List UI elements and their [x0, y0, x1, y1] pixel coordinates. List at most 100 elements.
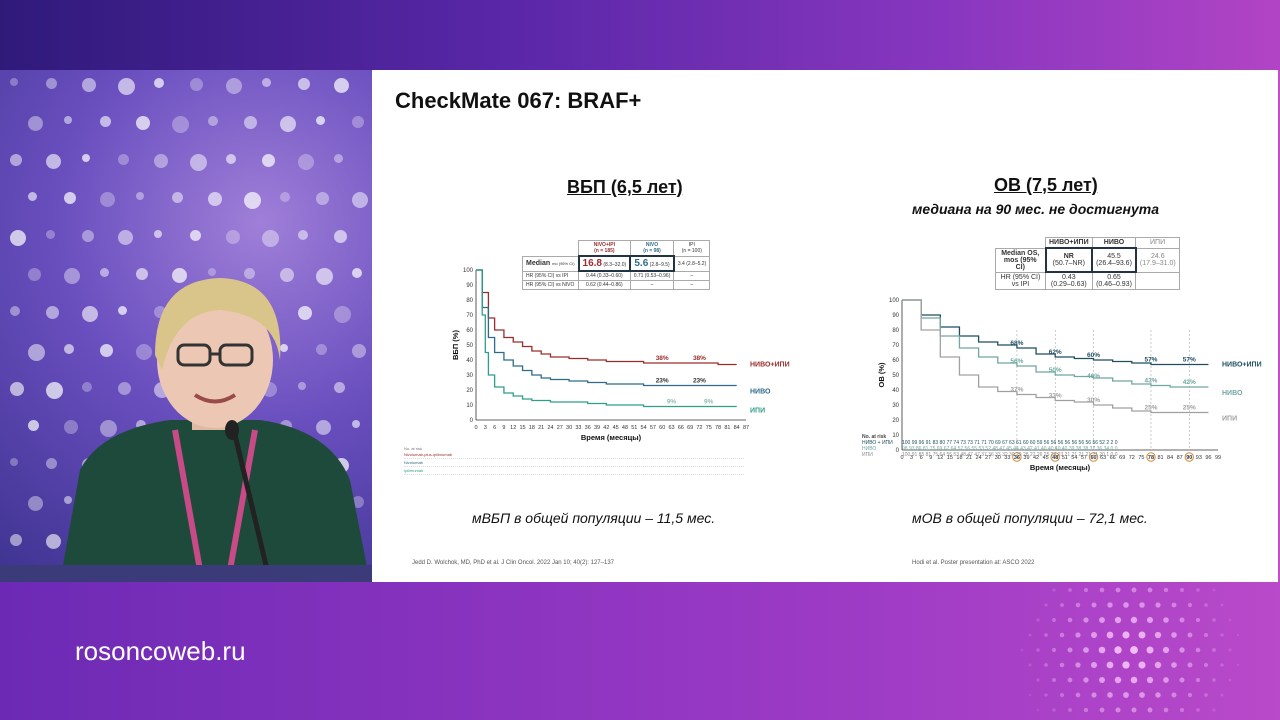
x-tick-label: 63 [668, 425, 674, 431]
background-dot [64, 268, 80, 284]
background-dot [64, 420, 78, 434]
x-tick-label: 3 [484, 425, 487, 431]
decorative-dot [1099, 617, 1105, 623]
landmark-label: 57% [1183, 357, 1196, 364]
decorative-dot [1107, 602, 1113, 608]
x-tick-label: 27 [985, 455, 991, 461]
decorative-dot [1091, 602, 1097, 608]
background-dot [10, 306, 20, 316]
x-tick-label: 36 [1014, 455, 1020, 461]
x-tick-label: 96 [1205, 455, 1211, 461]
decorative-dot [1163, 677, 1169, 683]
decorative-dot [1171, 662, 1177, 668]
background-dot [352, 268, 362, 278]
decorative-dot [1204, 603, 1208, 607]
x-tick-label: 87 [1177, 455, 1183, 461]
os-risk-row: НИВО 98 93 86 81 75 69 67 64 57 56 55 53 … [862, 446, 1262, 452]
background-dot [100, 268, 109, 277]
x-tick-label: 87 [743, 425, 749, 431]
landmark-label: 25% [1144, 405, 1157, 412]
background-dot [100, 344, 113, 357]
y-tick-label: 80 [892, 328, 899, 334]
x-tick-label: 75 [1138, 455, 1144, 461]
pfs-hr-vs-nivo-nivo-ipi: 0.62 (0.44–0.86) [578, 280, 631, 290]
landmark-label: 23% [656, 378, 669, 385]
os-median-nivo-ipi: NR [1063, 253, 1074, 260]
os-risk-group: НИВО + ИПИ [862, 440, 893, 446]
os-median-label: Median OS, mos (95% CI) [995, 247, 1046, 273]
x-tick-label: 9 [929, 455, 932, 461]
background-dot [208, 268, 216, 276]
pfs-hr-vs-nivo-label: HR (95% CI) vs NIVO [521, 280, 580, 290]
background-dot [100, 192, 115, 207]
pfs-median-ipi: 3.4 [677, 260, 685, 267]
x-tick-label: 30 [995, 455, 1001, 461]
background-dot [46, 458, 57, 469]
background-dot [136, 420, 146, 430]
decorative-dot [1036, 678, 1040, 682]
decorative-dot [1212, 588, 1216, 592]
y-tick-label: 40 [466, 358, 473, 364]
background-dot [28, 116, 43, 131]
pfs-col-nivo-ipi: NIVO+IPI [593, 242, 615, 248]
background-dot [280, 192, 290, 202]
x-tick-label: 18 [529, 425, 535, 431]
decorative-dot [1195, 617, 1201, 623]
pfs-median-nivo-ci: (2.8–9.5) [649, 262, 670, 268]
os-median-ipi: 24.6 [1151, 253, 1165, 260]
x-tick-label: 54 [641, 425, 647, 431]
landmark-label: 33% [1049, 393, 1062, 400]
background-dot [316, 344, 327, 355]
slide-title: CheckMate 067: BRAF+ [395, 88, 642, 113]
os-hr-nivo: 0.65 [1107, 274, 1121, 281]
background-dot [244, 192, 261, 209]
km-curve-НИВО [476, 269, 737, 387]
pfs-risk-row: Ipilimumab [404, 467, 744, 475]
background-dot [64, 496, 72, 504]
decorative-dot [1155, 602, 1161, 608]
x-tick-highlight [1088, 452, 1099, 462]
background-dot [28, 344, 45, 361]
background-dot [46, 534, 61, 549]
os-median-ipi-ci: (17.9–31.0) [1139, 260, 1176, 267]
legend-label: НИВО [750, 389, 771, 396]
background-dot [46, 306, 59, 319]
background-dot [10, 382, 24, 396]
y-tick-label: 100 [463, 268, 474, 274]
decorative-dot [1075, 632, 1081, 638]
x-tick-label: 81 [724, 425, 730, 431]
pfs-col-ipi: IPI [688, 242, 695, 249]
background-dot [226, 230, 240, 244]
decorative-dot [1068, 588, 1072, 592]
decorative-dot [1130, 646, 1138, 654]
decorative-dot [1212, 678, 1216, 682]
x-tick-label: 75 [706, 425, 712, 431]
decorative-dot [1052, 708, 1056, 712]
decorative-dot [1147, 707, 1153, 713]
y-tick-label: 100 [889, 298, 900, 304]
decorative-dot [1083, 677, 1089, 683]
os-hr-nivo-ci: (0.46–0.93) [1096, 281, 1132, 288]
background-dot [262, 230, 279, 247]
x-tick-label: 12 [937, 455, 943, 461]
y-tick-label: 70 [892, 343, 899, 349]
decorative-dot [1138, 631, 1146, 639]
decorative-dot [1075, 662, 1081, 668]
decorative-dot [1091, 692, 1097, 698]
km-curve-НИВО+ИПИ [476, 269, 737, 366]
x-tick-label: 84 [1167, 455, 1173, 461]
x-axis-label: Время (месяцы) [1030, 463, 1091, 472]
os-summary-table: НИВО+ИПИ НИВО ИПИ Median OS, mos (95% CI… [995, 237, 1180, 290]
pfs-median-label: Median [526, 260, 551, 267]
decorative-dot [1228, 618, 1232, 622]
background-dot [352, 496, 364, 508]
landmark-label: 56% [1010, 358, 1023, 365]
background-dot [46, 78, 57, 89]
decorative-dot [1114, 646, 1122, 654]
background-dot [244, 268, 255, 279]
km-curve-ИПИ [902, 299, 1209, 414]
os-risk-row: НИВО + ИПИ 100 99 96 91 83 80 77 74 73 73… [862, 440, 1262, 446]
decorative-dot [1060, 603, 1064, 607]
background-dot [190, 78, 203, 91]
os-heading: ОВ (7,5 лет) [994, 175, 1098, 195]
